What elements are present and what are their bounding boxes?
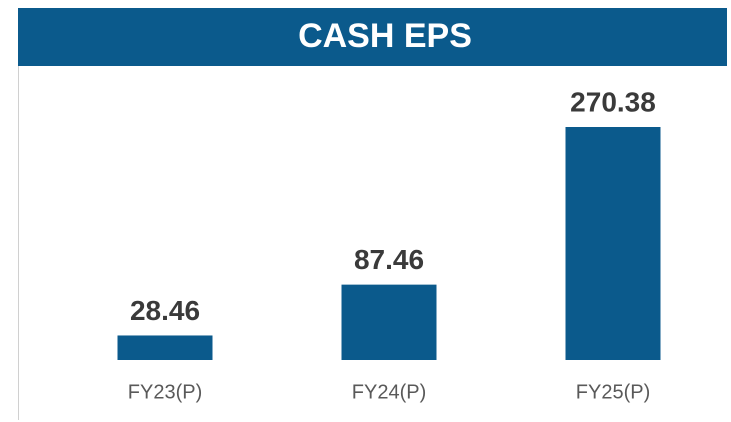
- title-banner: [18, 8, 727, 66]
- bar: [341, 284, 437, 360]
- x-tick-label: FY24(P): [352, 381, 426, 403]
- bar: [117, 335, 213, 360]
- bar: [565, 127, 661, 360]
- x-tick-label: FY23(P): [128, 381, 202, 403]
- chart-title: CASH EPS: [298, 17, 472, 55]
- value-label: 28.46: [130, 295, 200, 326]
- value-label: 87.46: [354, 244, 424, 275]
- x-tick-label: FY25(P): [576, 381, 650, 403]
- value-label: 270.38: [570, 86, 656, 117]
